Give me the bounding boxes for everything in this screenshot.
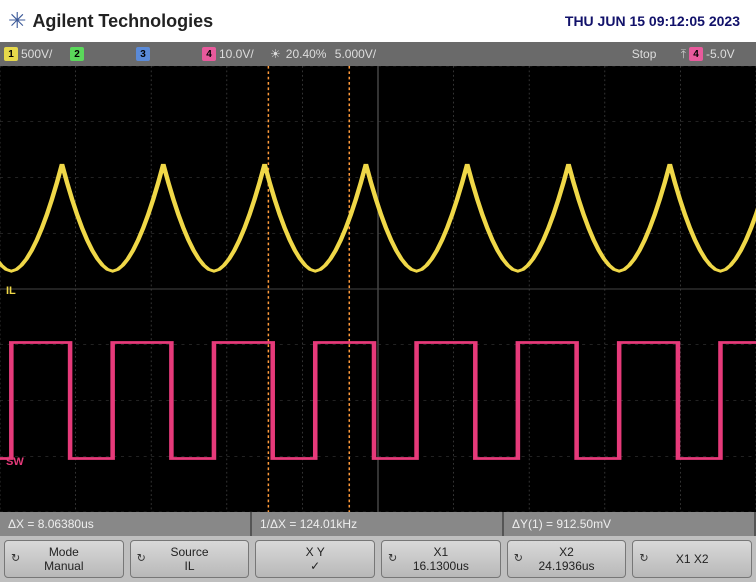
softkey-x2-label: X2 bbox=[559, 545, 574, 559]
trigger-ch-badge[interactable]: 4 bbox=[689, 47, 703, 61]
softkey-x1x2[interactable]: ↻ X1 X2 bbox=[632, 540, 752, 578]
cycle-icon: ↻ bbox=[137, 552, 146, 565]
rate-value: 5.000V/ bbox=[335, 47, 381, 61]
inv-delta-x-readout: 1/ΔX = 124.01kHz bbox=[252, 512, 504, 536]
delta-x-readout: ΔX = 8.06380us bbox=[0, 512, 252, 536]
header: ✳ Agilent Technologies THU JUN 15 09:12:… bbox=[0, 0, 756, 42]
brand-logo-icon: ✳ bbox=[8, 8, 26, 34]
ch1-badge[interactable]: 1 bbox=[4, 47, 18, 61]
softkey-mode[interactable]: ↻ Mode Manual bbox=[4, 540, 124, 578]
softkey-source[interactable]: ↻ Source IL bbox=[130, 540, 250, 578]
ch1-value: 500V/ bbox=[21, 47, 67, 61]
channel-bar: 1 500V/ 2 3 4 10.0V/ ☀ 20.40% 5.000V/ St… bbox=[0, 42, 756, 66]
ch4-badge[interactable]: 4 bbox=[202, 47, 216, 61]
cycle-icon: ↻ bbox=[388, 552, 397, 565]
softkey-x1x2-label: X1 X2 bbox=[676, 552, 709, 566]
softkey-mode-label: Mode bbox=[49, 545, 79, 559]
measurement-bar: ΔX = 8.06380us 1/ΔX = 124.01kHz ΔY(1) = … bbox=[0, 512, 756, 536]
cycle-icon: ↻ bbox=[514, 552, 523, 565]
softkey-mode-value: Manual bbox=[44, 559, 83, 573]
il-trace-label: IL bbox=[6, 285, 16, 297]
softkey-x2-value: 24.1936us bbox=[538, 559, 594, 573]
softkey-bar: ↻ Mode Manual ↻ Source IL X Y ✓ ↻ X1 16.… bbox=[0, 536, 756, 582]
brand-text: Agilent Technologies bbox=[32, 11, 213, 32]
timebase-value: 20.40% bbox=[286, 47, 332, 61]
ch2-badge[interactable]: 2 bbox=[70, 47, 84, 61]
cycle-icon: ↻ bbox=[639, 552, 648, 565]
trigger-value: -5.0V bbox=[706, 47, 752, 61]
softkey-source-value: IL bbox=[185, 559, 195, 573]
cycle-icon: ↻ bbox=[11, 552, 20, 565]
softkey-x1-label: X1 bbox=[434, 545, 449, 559]
softkey-xy[interactable]: X Y ✓ bbox=[255, 540, 375, 578]
softkey-source-label: Source bbox=[170, 545, 208, 559]
softkey-x1-value: 16.1300us bbox=[413, 559, 469, 573]
ch4-value: 10.0V/ bbox=[219, 47, 265, 61]
trigger-edge-icon: ⤒ bbox=[681, 47, 686, 62]
softkey-x2[interactable]: ↻ X2 24.1936us bbox=[507, 540, 627, 578]
waveform-svg bbox=[0, 66, 756, 512]
intensity-icon: ☀ bbox=[270, 47, 281, 61]
sw-trace-label: SW bbox=[6, 456, 24, 468]
brand: ✳ Agilent Technologies bbox=[8, 8, 213, 34]
ch3-badge[interactable]: 3 bbox=[136, 47, 150, 61]
delta-y-readout: ΔY(1) = 912.50mV bbox=[504, 512, 756, 536]
timestamp: THU JUN 15 09:12:05 2023 bbox=[565, 13, 740, 29]
run-status[interactable]: Stop bbox=[632, 47, 678, 61]
waveform-display[interactable]: IL SW bbox=[0, 66, 756, 512]
softkey-xy-value: ✓ bbox=[310, 559, 320, 573]
softkey-x1[interactable]: ↻ X1 16.1300us bbox=[381, 540, 501, 578]
oscilloscope-window: ✳ Agilent Technologies THU JUN 15 09:12:… bbox=[0, 0, 756, 582]
softkey-xy-label: X Y bbox=[306, 545, 325, 559]
